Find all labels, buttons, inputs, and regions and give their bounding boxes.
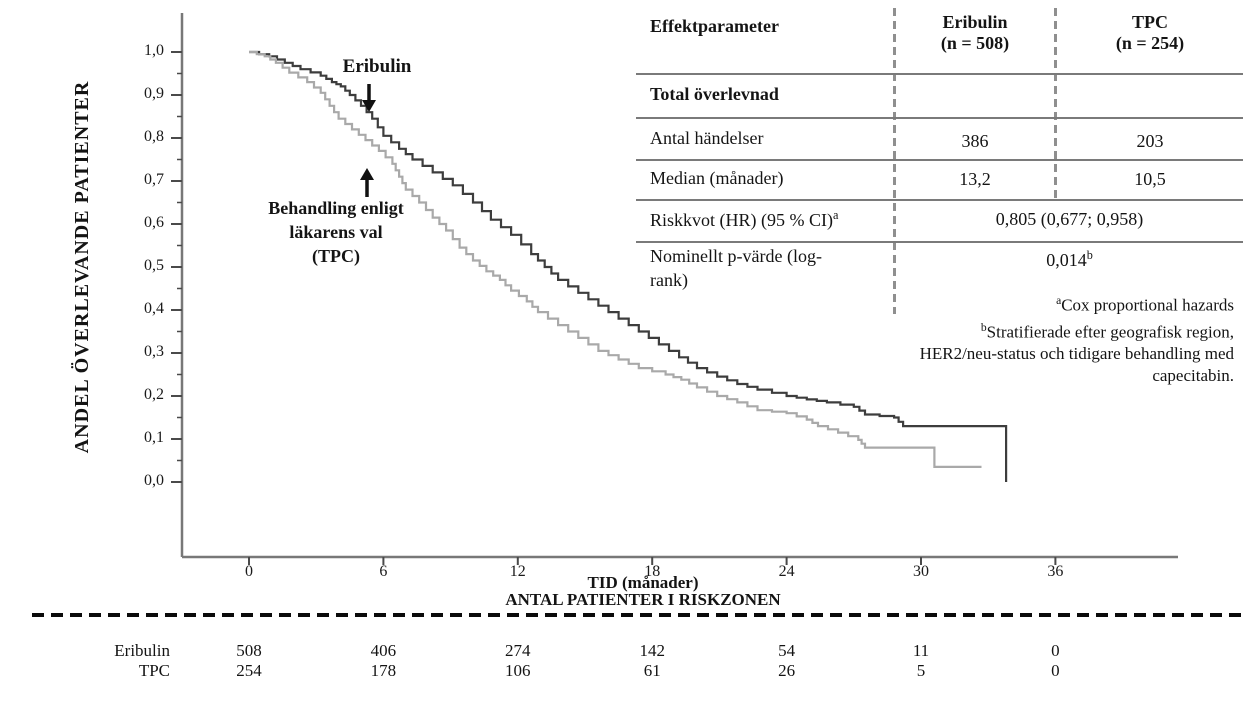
table-row-events-eribulin: 386 xyxy=(961,131,989,151)
y-tick-label: 0,6 xyxy=(144,214,164,231)
hr-label-text: Riskkvot (HR) (95 % CI) xyxy=(650,210,833,230)
x-tick-label: 36 xyxy=(1047,563,1064,580)
risk-count: 26 xyxy=(778,661,796,680)
x-tick-label: 24 xyxy=(778,563,795,580)
footnote-a-sup: a xyxy=(1056,294,1062,307)
table-row-pvalue-value: 0,014b xyxy=(896,248,1243,271)
x-tick-label: 18 xyxy=(644,563,661,580)
x-tick-label: 12 xyxy=(509,563,526,580)
table-rule xyxy=(636,117,1243,119)
table-row-pvalue-label-2: rank) xyxy=(650,270,688,290)
annotation-tpc-label: Behandling enligt läkarens val (TPC) xyxy=(226,196,446,268)
table-header-eribulin-name: Eribulin xyxy=(942,12,1008,32)
annotation-arrows xyxy=(360,84,376,197)
table-row-events-label: Antal händelser xyxy=(650,128,764,148)
survival-curve-eribulin xyxy=(249,50,1008,482)
risk-count: 0 xyxy=(1051,641,1060,660)
table-header-eribulin: Eribulin (n = 508) xyxy=(896,12,1054,54)
table-header-param: Effektparameter xyxy=(650,16,779,36)
y-tick-label: 0,5 xyxy=(144,257,164,274)
pvalue-text: 0,014 xyxy=(1046,250,1087,270)
annotation-tpc-line-2: läkarens val xyxy=(289,222,383,242)
risk-count: 54 xyxy=(778,641,796,660)
footnote-b-line-1: bStratifierade efter geografisk region, xyxy=(920,317,1234,344)
risk-count: 61 xyxy=(643,661,661,680)
y-tick-label: 0,7 xyxy=(144,171,164,188)
table-header-tpc: TPC (n = 254) xyxy=(1057,12,1243,54)
up-arrow-icon xyxy=(360,168,374,197)
survival-curve-tpc xyxy=(249,50,982,468)
table-header-eribulin-n: (n = 508) xyxy=(940,33,1010,53)
footnote-b-text: Stratifierade efter geografisk region, xyxy=(986,322,1234,342)
x-tick-label: 30 xyxy=(913,563,929,580)
table-rule xyxy=(636,73,1243,75)
table-row-median-tpc: 10,5 xyxy=(1134,169,1166,189)
risk-count: 142 xyxy=(639,641,665,660)
footnote-b-line-3: capecitabin. xyxy=(1152,366,1234,386)
y-tick-label: 0,1 xyxy=(144,429,164,446)
hr-label-sup: a xyxy=(833,208,839,222)
risk-count: 254 xyxy=(236,661,262,680)
x-tick-label: 0 xyxy=(245,563,253,580)
table-row-pvalue-label-1: Nominellt p-värde (log- xyxy=(650,246,822,266)
y-tick-label: 0,4 xyxy=(144,300,164,317)
down-arrow-icon xyxy=(362,84,376,112)
table-header-tpc-n: (n = 254) xyxy=(1115,33,1185,53)
risk-count: 178 xyxy=(370,661,397,680)
y-tick-label: 0,0 xyxy=(144,472,164,489)
table-section-total-survival: Total överlevnad xyxy=(650,84,779,104)
risk-count: 508 xyxy=(236,641,262,660)
pvalue-sup: b xyxy=(1086,248,1093,262)
table-header-tpc-name: TPC xyxy=(1132,12,1168,32)
risk-table-heading: ANTAL PATIENTER I RISKZONEN xyxy=(505,590,781,609)
risk-count: 406 xyxy=(370,641,397,660)
annotation-tpc-line-3: (TPC) xyxy=(312,246,360,266)
risk-count: 5 xyxy=(916,661,926,680)
footnote-a: aCox proportional hazards xyxy=(920,290,1234,317)
table-row-events-tpc: 203 xyxy=(1136,131,1164,151)
plot-axes xyxy=(171,13,1178,565)
y-tick-label: 1,0 xyxy=(144,42,164,59)
risk-count: 274 xyxy=(505,641,531,660)
table-column-divider-1 xyxy=(893,8,896,314)
footnotes: aCox proportional hazards bStratifierade… xyxy=(920,290,1234,387)
risk-count: 11 xyxy=(912,641,930,660)
table-row-median-eribulin: 13,2 xyxy=(959,169,991,189)
survival-curves xyxy=(249,50,1008,482)
table-rule xyxy=(636,199,1243,201)
dashed-separator-line xyxy=(32,613,1243,617)
risk-count: 106 xyxy=(505,661,531,680)
x-tick-label: 6 xyxy=(379,563,388,580)
risk-row-label-eribulin: Eribulin xyxy=(114,641,170,660)
x-axis-title: TID (månader) xyxy=(587,573,699,592)
y-axis-title: ANDEL ÖVERLEVANDE PATIENTER xyxy=(71,80,93,454)
table-row-median-label: Median (månader) xyxy=(650,168,784,188)
annotation-tpc-line-1: Behandling enligt xyxy=(268,198,404,218)
footnote-a-text: Cox proportional hazards xyxy=(1061,295,1234,315)
y-tick-label: 0,8 xyxy=(144,128,164,145)
table-column-divider-2 xyxy=(1054,8,1057,202)
annotation-eribulin-label: Eribulin xyxy=(342,56,412,77)
table-rule xyxy=(636,241,1243,243)
y-tick-label: 0,9 xyxy=(144,85,164,102)
y-tick-label: 0,2 xyxy=(144,386,164,403)
footnote-b-line-2: HER2/neu-status och tidigare behandling … xyxy=(919,344,1234,364)
y-tick-label: 0,3 xyxy=(144,343,164,360)
table-rule xyxy=(636,159,1243,161)
risk-count: 0 xyxy=(1051,661,1060,680)
table-row-hr-value: 0,805 (0,677; 0,958) xyxy=(995,209,1144,229)
table-row-hr-label: Riskkvot (HR) (95 % CI)a xyxy=(650,208,838,231)
risk-row-label-tpc: TPC xyxy=(138,661,170,680)
footnote-b-sup: b xyxy=(980,320,987,334)
